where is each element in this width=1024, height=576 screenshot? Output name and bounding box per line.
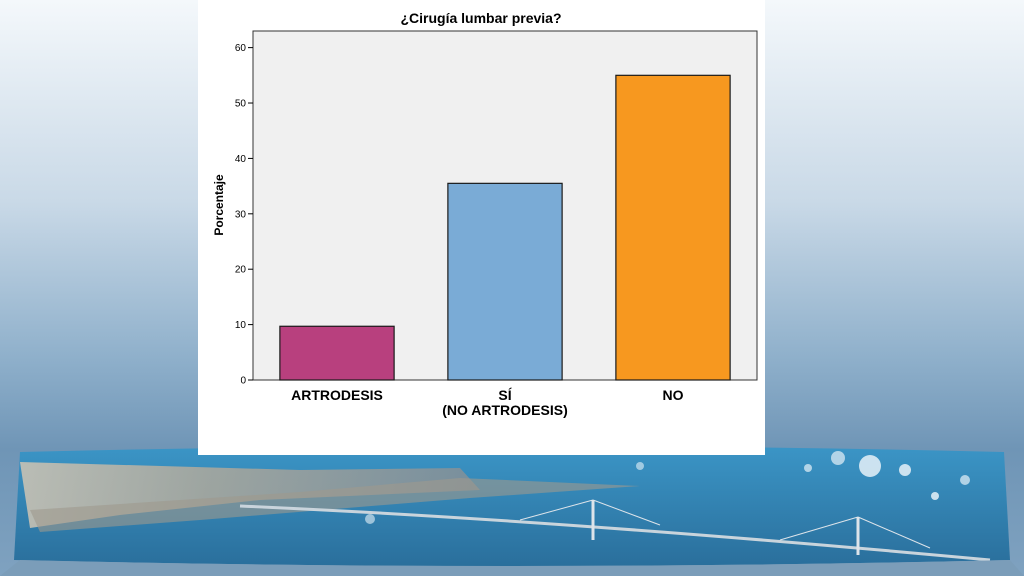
bar-2 [615, 74, 731, 381]
chart-title: ¿Cirugía lumbar previa? [400, 10, 561, 26]
bar-chart: ¿Cirugía lumbar previa? 0 10 20 30 40 50 60 AR… [212, 10, 758, 418]
harbor-bridge-panorama [0, 446, 1024, 576]
bar-0 [279, 325, 395, 381]
y-tick-label: 40 [235, 154, 247, 165]
y-tick-label: 20 [235, 265, 247, 276]
bar-1 [447, 182, 563, 381]
y-axis: 0 10 20 30 40 50 60 [235, 43, 253, 387]
y-tick-label: 30 [235, 209, 247, 220]
x-tick-label: NO [663, 387, 684, 403]
y-tick-label: 60 [235, 43, 247, 54]
x-tick-label: SÍ [498, 387, 512, 403]
x-axis-labels: ARTRODESIS SÍ(NO ARTRODESIS) NO [291, 387, 684, 418]
y-tick-label: 50 [235, 99, 247, 110]
y-tick-label: 10 [235, 320, 247, 331]
x-tick-label: ARTRODESIS [291, 387, 383, 403]
x-tick-label: (NO ARTRODESIS) [442, 402, 567, 418]
y-axis-label: Porcentaje [212, 174, 226, 236]
chart-panel: ¿Cirugía lumbar previa? 0 10 20 30 40 50 60 AR… [198, 0, 765, 455]
bars [279, 74, 731, 381]
y-tick-label: 0 [240, 376, 246, 387]
